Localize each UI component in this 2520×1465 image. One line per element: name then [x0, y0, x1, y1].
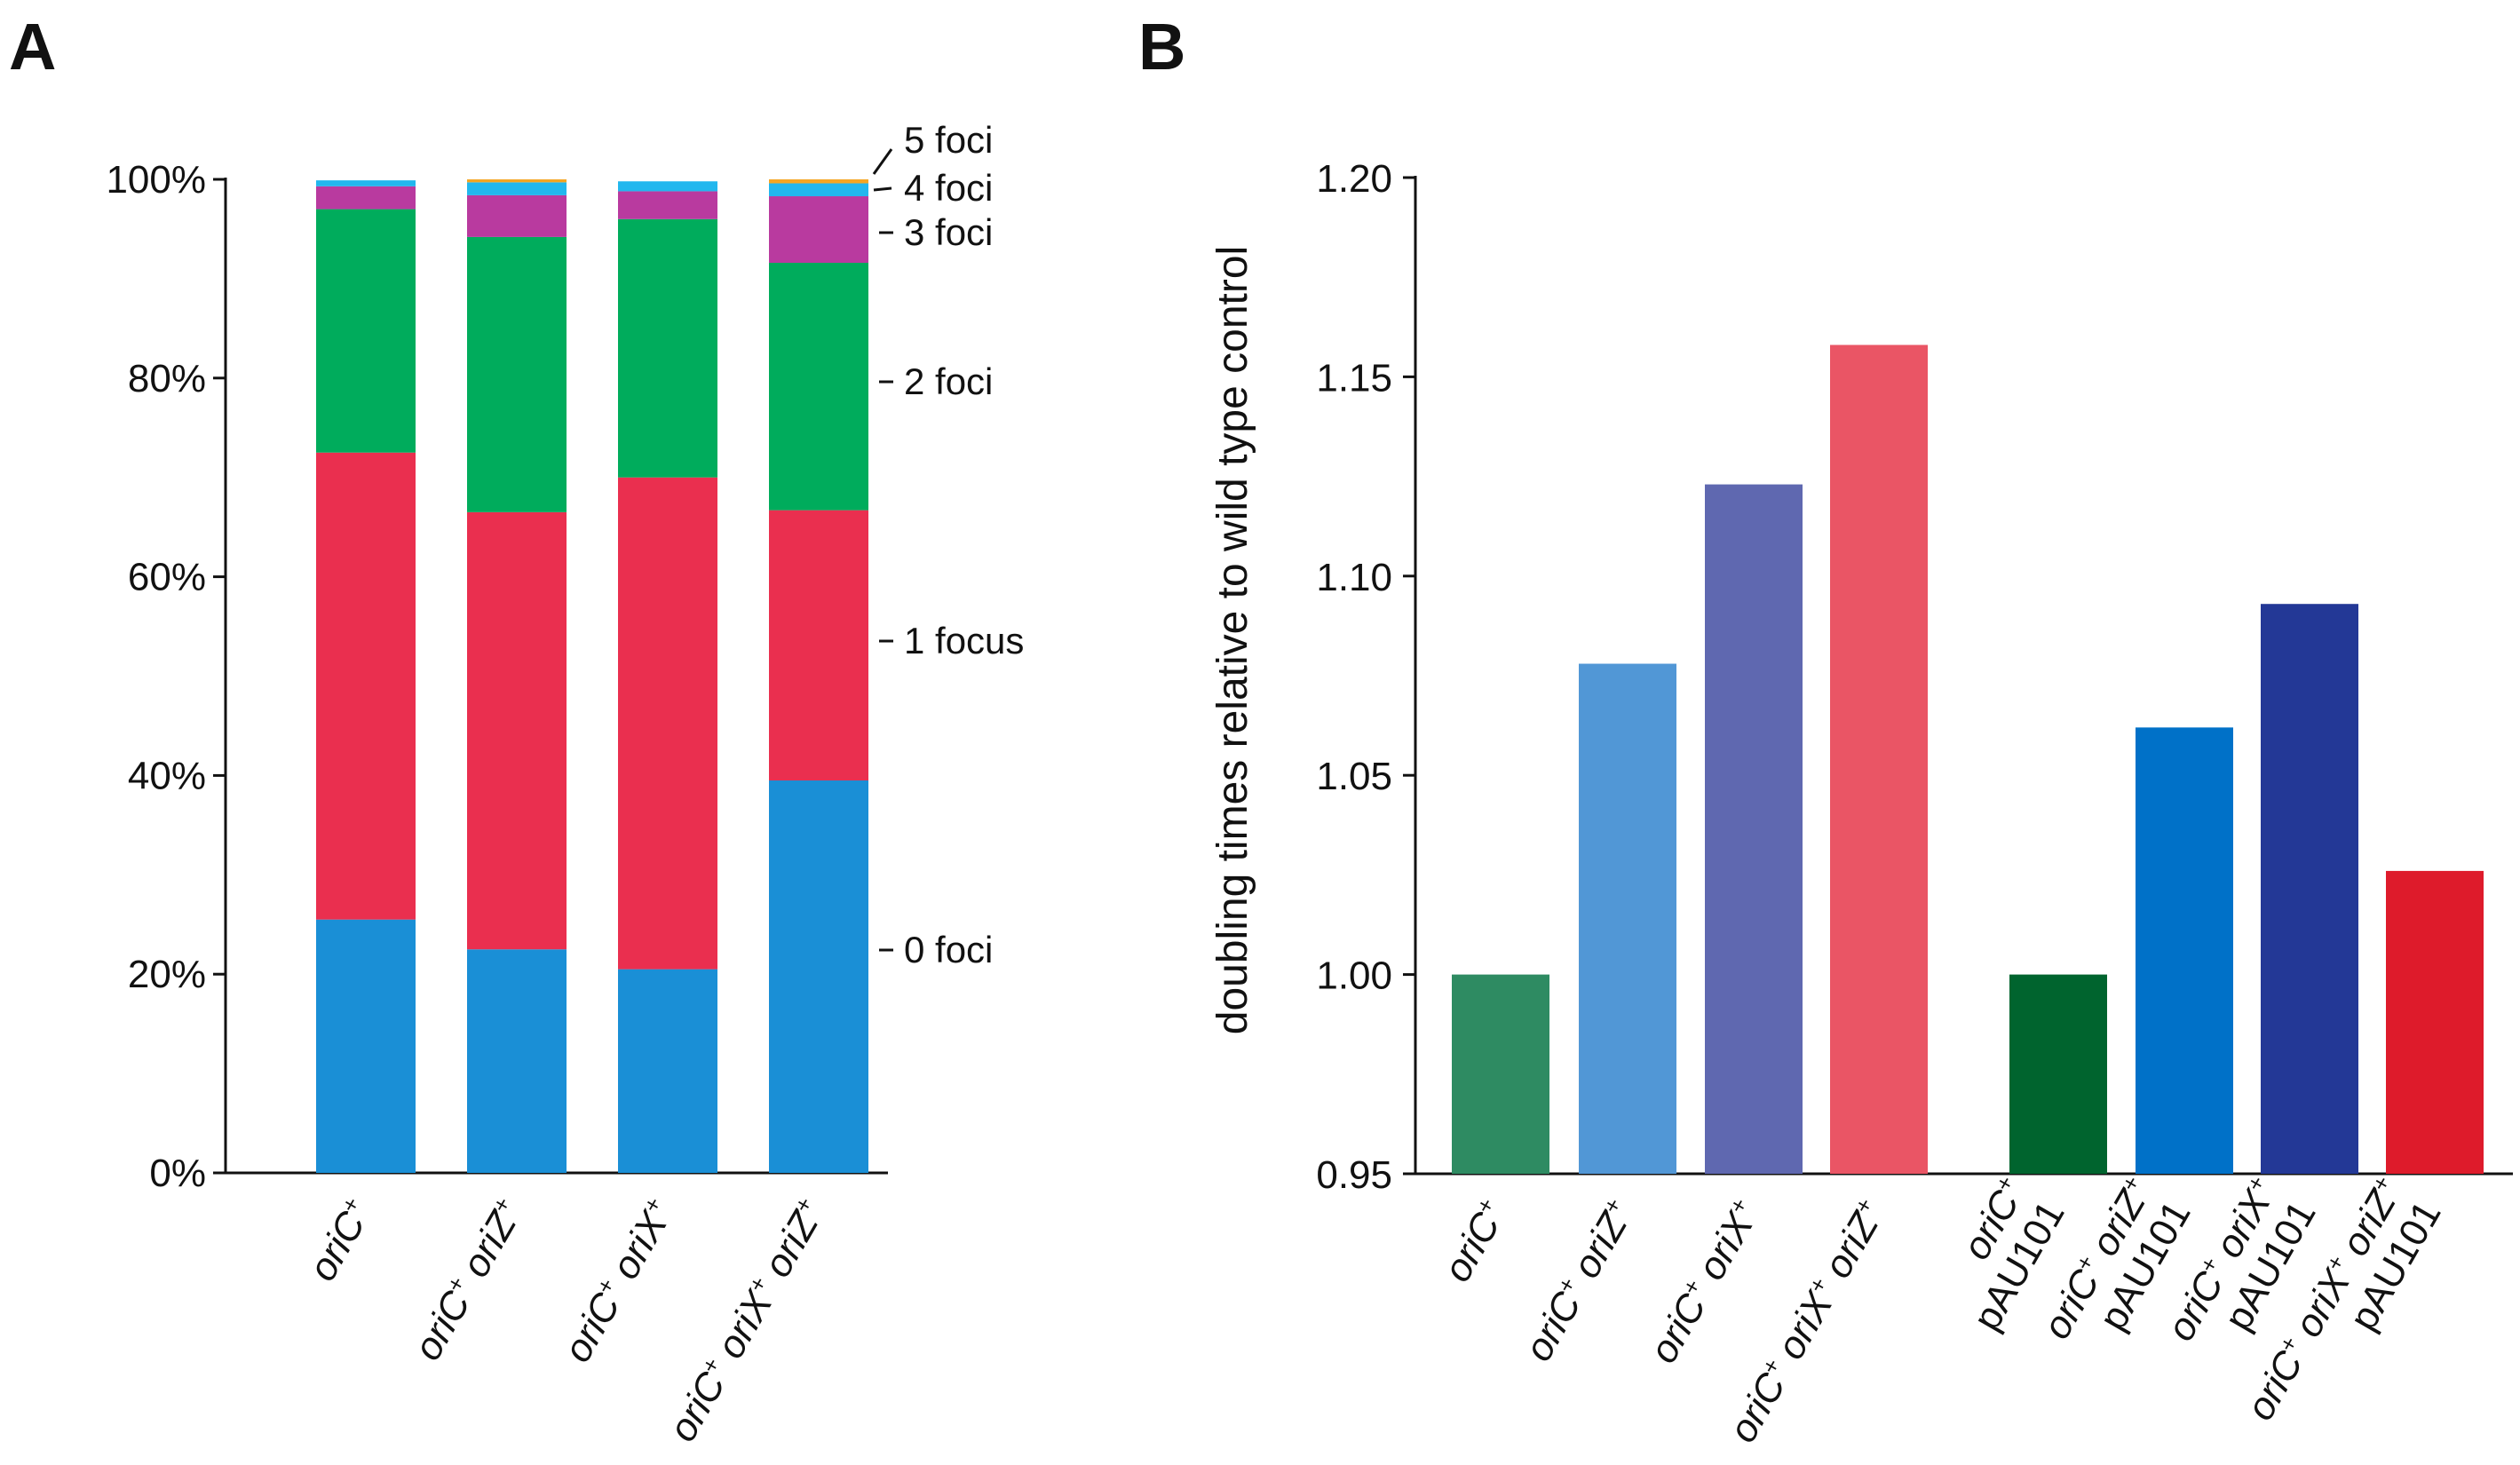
y-tick-label: 1.15 [1316, 356, 1392, 400]
y-tick-label: 80% [128, 357, 206, 400]
bar [1452, 974, 1549, 1174]
bar-segment [467, 179, 567, 183]
x-category-label: oriC+​ [1434, 1193, 1515, 1289]
bar-segment [316, 919, 416, 1173]
bar-segment [618, 969, 717, 1173]
bar-segment [769, 262, 868, 511]
x-category-label: oriC+​ [299, 1192, 380, 1288]
legend-label: 1 focus [904, 620, 1024, 661]
bar-segment [769, 196, 868, 263]
bar-segment [618, 191, 717, 219]
y-tick-label: 1.05 [1316, 755, 1392, 798]
bar-segment [467, 194, 567, 237]
legend-leader [873, 186, 892, 192]
y-tick-label: 40% [128, 754, 206, 797]
bar-segment [467, 949, 567, 1173]
y-tick-label: 1.00 [1316, 954, 1392, 998]
bar-segment [618, 218, 717, 478]
bar-segment [467, 236, 567, 512]
y-tick-label: 0% [149, 1152, 206, 1195]
legend-label: 2 foci [904, 360, 993, 402]
bar [1830, 344, 1928, 1175]
legend-label: 4 foci [904, 167, 993, 209]
y-tick-label: 60% [128, 556, 206, 599]
bar-segment [316, 209, 416, 453]
bar-segment [769, 183, 868, 197]
legend-label: 3 foci [904, 211, 993, 253]
y-axis-title: doubling times relative to wild type con… [1209, 246, 1256, 1034]
x-category-label: oriC+​ oriZ+​ [1516, 1193, 1643, 1368]
bar-segment [316, 180, 416, 186]
y-tick-label: 20% [128, 953, 206, 996]
y-tick-label: 1.20 [1316, 157, 1392, 201]
panel-b-label: B [1138, 10, 1185, 83]
bar-segment [467, 182, 567, 195]
legend-leader [872, 148, 893, 175]
bar [2009, 974, 2107, 1174]
bar [2136, 727, 2233, 1174]
bar-segment [769, 510, 868, 780]
bar-segment [769, 780, 868, 1173]
bar [2261, 604, 2358, 1174]
legend-label: 5 foci [904, 119, 993, 161]
panel-a: A0%20%40%60%80%100%oriC+​oriC+​ oriZ+​or… [9, 10, 1024, 1449]
bar-segment [618, 181, 717, 192]
y-tick-label: 0.95 [1316, 1153, 1392, 1197]
y-tick-label: 100% [106, 158, 206, 202]
x-category-label: oriC+​ oriX+​ [1641, 1193, 1769, 1371]
y-tick-label: 1.10 [1316, 556, 1392, 599]
bar-segment [316, 452, 416, 920]
panel-b: B 0.95 1.00 1.05 1.10 1.15 1.20 doubling times … [1138, 10, 2513, 1450]
legend-label: 0 foci [904, 929, 993, 970]
bar [2386, 870, 2484, 1174]
bar-segment [467, 511, 567, 950]
bar-segment [316, 186, 416, 210]
x-category-label: oriC+​ oriZ+​ [405, 1192, 532, 1367]
bar [1705, 484, 1803, 1174]
bar [1579, 663, 1676, 1174]
panel-a-label: A [9, 10, 56, 83]
bar-segment [618, 477, 717, 970]
x-category-label: oriC+​ oriX+​ oriZ+​ [660, 1192, 834, 1449]
x-category-label: oriC+​ oriX+​ [555, 1192, 683, 1370]
bar-segment [769, 179, 868, 184]
